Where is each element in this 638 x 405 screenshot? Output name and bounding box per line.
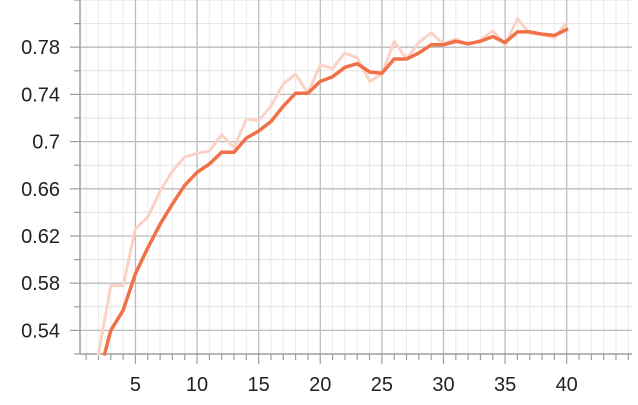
y-tick-label: 0.78	[21, 37, 60, 59]
x-tick-label: 30	[432, 374, 454, 396]
y-tick-label: 0.58	[21, 273, 60, 295]
series-lines	[97, 17, 569, 356]
y-tick-label: 0.62	[21, 226, 60, 248]
grid	[80, 0, 632, 355]
x-tick-label: 40	[556, 374, 578, 396]
x-tick-label: 25	[371, 374, 393, 396]
x-tick-label: 15	[248, 374, 270, 396]
y-tick-label: 0.66	[21, 179, 60, 201]
x-tick-label: 35	[494, 374, 516, 396]
tick-labels: 5 10 15 20 25 30 35 40 0.54 0.58 0.62 0.66 0.7 0.74 0.…	[21, 37, 578, 396]
axes	[70, 0, 632, 364]
x-tick-label: 20	[309, 374, 331, 396]
x-tick-label: 10	[186, 374, 208, 396]
y-tick-label: 0.7	[32, 132, 60, 154]
series-line-raw	[97, 17, 569, 356]
series-line-smoothed	[102, 27, 569, 356]
x-tick-label: 5	[130, 374, 141, 396]
y-tick-label: 0.54	[21, 320, 60, 342]
y-tick-label: 0.74	[21, 84, 60, 106]
